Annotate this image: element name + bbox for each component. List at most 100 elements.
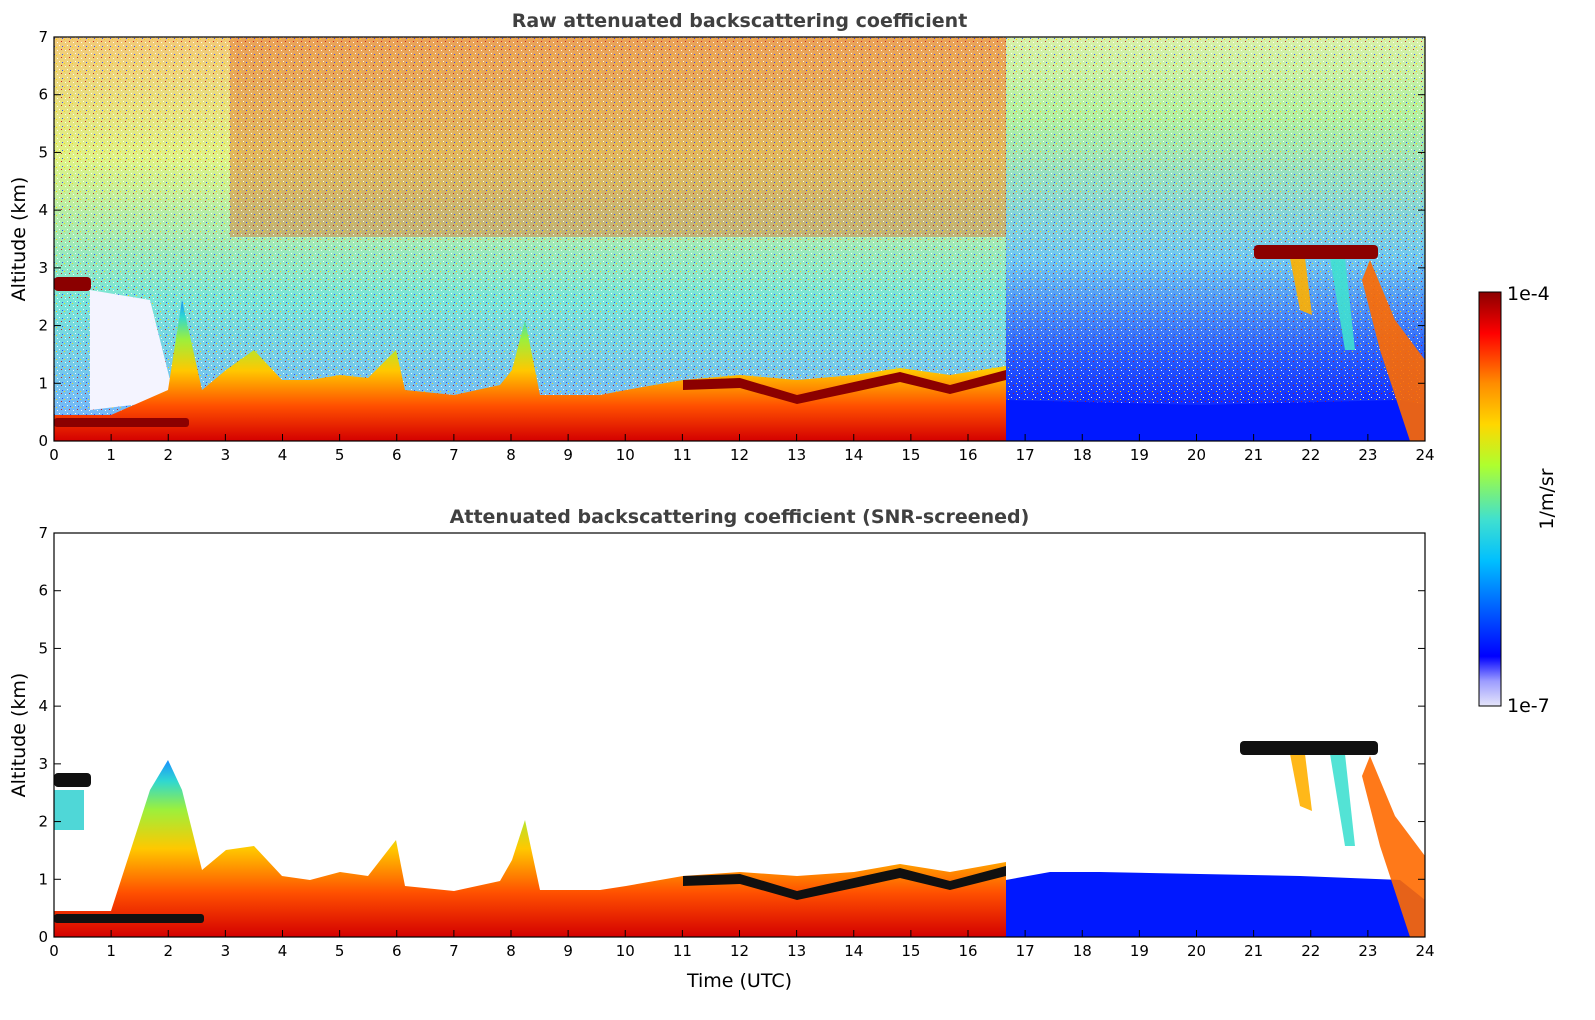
panel-raw-x-ticks: 0 1 2 3 4 5 6 7 8 9 10 11 12 13 14 15 16 17 18 19 20 21 22 23 24 [49, 434, 1435, 464]
x-tick-label: 23 [1358, 942, 1377, 960]
x-tick-label: 22 [1301, 942, 1320, 960]
colorbar-min-label: 1e-7 [1507, 695, 1550, 717]
x-tick-label: 4 [278, 446, 288, 464]
screened-cloud-high [1240, 741, 1378, 755]
x-tick-label: 15 [901, 942, 920, 960]
x-tick-label: 23 [1358, 446, 1377, 464]
x-tick-label: 19 [1130, 446, 1149, 464]
x-tick-label: 6 [392, 942, 402, 960]
y-tick-label: 1 [38, 870, 48, 888]
x-tick-label: 5 [335, 942, 345, 960]
raw-cloud-high [1254, 245, 1378, 259]
panel-raw: Raw attenuated backscattering coefficien… [8, 10, 1435, 464]
x-tick-label: 1 [106, 942, 116, 960]
screened-cloud-top-pbl [683, 866, 1006, 900]
x-tick-label: 16 [958, 446, 977, 464]
x-tick-label: 20 [1187, 942, 1206, 960]
y-tick-label: 7 [38, 28, 48, 46]
y-tick-label: 2 [38, 317, 48, 335]
x-tick-label: 16 [958, 942, 977, 960]
x-tick-label: 14 [844, 446, 863, 464]
x-tick-label: 14 [844, 942, 863, 960]
panel-screened-ylabel: Altitude (km) [8, 673, 30, 798]
x-tick-label: 20 [1187, 446, 1206, 464]
x-tick-label: 3 [221, 446, 231, 464]
x-tick-label: 6 [392, 446, 402, 464]
x-tick-label: 8 [506, 942, 516, 960]
panel-screened-plot-area [54, 533, 1425, 937]
x-tick-label: 24 [1415, 942, 1434, 960]
x-tick-label: 5 [335, 446, 345, 464]
y-tick-label: 0 [38, 928, 48, 946]
x-tick-label: 18 [1073, 446, 1092, 464]
raw-clear-gap [90, 290, 175, 410]
y-tick-label: 0 [38, 432, 48, 450]
x-tick-label: 12 [730, 942, 749, 960]
x-tick-label: 11 [673, 446, 692, 464]
raw-cloud-near-surface [54, 418, 189, 427]
y-tick-label: 7 [38, 524, 48, 542]
x-tick-label: 12 [730, 446, 749, 464]
x-tick-label: 8 [506, 446, 516, 464]
panel-raw-y-ticks: 0 1 2 3 4 5 6 7 [38, 28, 1425, 450]
panel-screened-xlabel: Time (UTC) [686, 970, 792, 992]
raw-night-fallstreak-22 [1290, 258, 1312, 315]
raw-cloud-left [54, 277, 91, 291]
x-tick-label: 24 [1415, 446, 1434, 464]
x-tick-label: 22 [1301, 446, 1320, 464]
raw-cloud-top-pbl [683, 370, 1006, 404]
colorbar: 1e-4 1e-7 1/m/sr [1478, 283, 1558, 717]
panel-screened-y-ticks: 0 1 2 3 4 5 6 7 [38, 524, 1425, 946]
x-tick-label: 21 [1244, 446, 1263, 464]
y-tick-label: 5 [38, 143, 48, 161]
raw-night-low-layer [1006, 400, 1425, 441]
x-tick-label: 17 [1016, 446, 1035, 464]
x-tick-label: 2 [163, 446, 173, 464]
screened-residual-left [54, 790, 84, 830]
x-tick-label: 3 [221, 942, 231, 960]
panel-screened-title: Attenuated backscattering coefficient (S… [450, 506, 1030, 528]
y-tick-label: 1 [38, 374, 48, 392]
x-tick-label: 13 [787, 942, 806, 960]
y-tick-label: 6 [38, 582, 48, 600]
x-tick-label: 13 [787, 446, 806, 464]
screened-night-fallstreak-22 [1290, 754, 1312, 811]
y-tick-label: 5 [38, 639, 48, 657]
x-tick-label: 21 [1244, 942, 1263, 960]
x-tick-label: 10 [616, 446, 635, 464]
x-tick-label: 0 [49, 942, 59, 960]
x-tick-label: 9 [563, 446, 573, 464]
raw-boundary-layer [54, 300, 1006, 441]
x-tick-label: 15 [901, 446, 920, 464]
x-tick-label: 10 [616, 942, 635, 960]
x-tick-label: 7 [449, 942, 459, 960]
y-tick-label: 2 [38, 813, 48, 831]
x-tick-label: 4 [278, 942, 288, 960]
x-tick-label: 17 [1016, 942, 1035, 960]
raw-speckle [54, 37, 1425, 441]
x-tick-label: 0 [49, 446, 59, 464]
panel-screened: Attenuated backscattering coefficient (S… [8, 506, 1435, 992]
panel-raw-plot-area [54, 37, 1425, 441]
x-tick-label: 2 [163, 942, 173, 960]
raw-night-plume-2330 [1362, 260, 1425, 441]
colorbar-gradient [1478, 291, 1502, 707]
x-tick-label: 1 [106, 446, 116, 464]
colorbar-max-label: 1e-4 [1507, 283, 1550, 305]
y-tick-label: 6 [38, 86, 48, 104]
screened-cloud-near-surface [54, 914, 204, 923]
screened-cloud-left [54, 773, 91, 787]
y-tick-label: 3 [38, 755, 48, 773]
x-tick-label: 11 [673, 942, 692, 960]
screened-night-low-layer [1006, 872, 1425, 937]
x-tick-label: 7 [449, 446, 459, 464]
raw-night-fallstreak-2250 [1330, 258, 1355, 350]
y-tick-label: 3 [38, 259, 48, 277]
panel-raw-title: Raw attenuated backscattering coefficien… [512, 10, 968, 32]
screened-night-fallstreak-2250 [1330, 754, 1355, 846]
x-tick-label: 19 [1130, 942, 1149, 960]
x-tick-label: 9 [563, 942, 573, 960]
y-tick-label: 4 [38, 697, 48, 715]
colorbar-label: 1/m/sr [1536, 468, 1558, 529]
